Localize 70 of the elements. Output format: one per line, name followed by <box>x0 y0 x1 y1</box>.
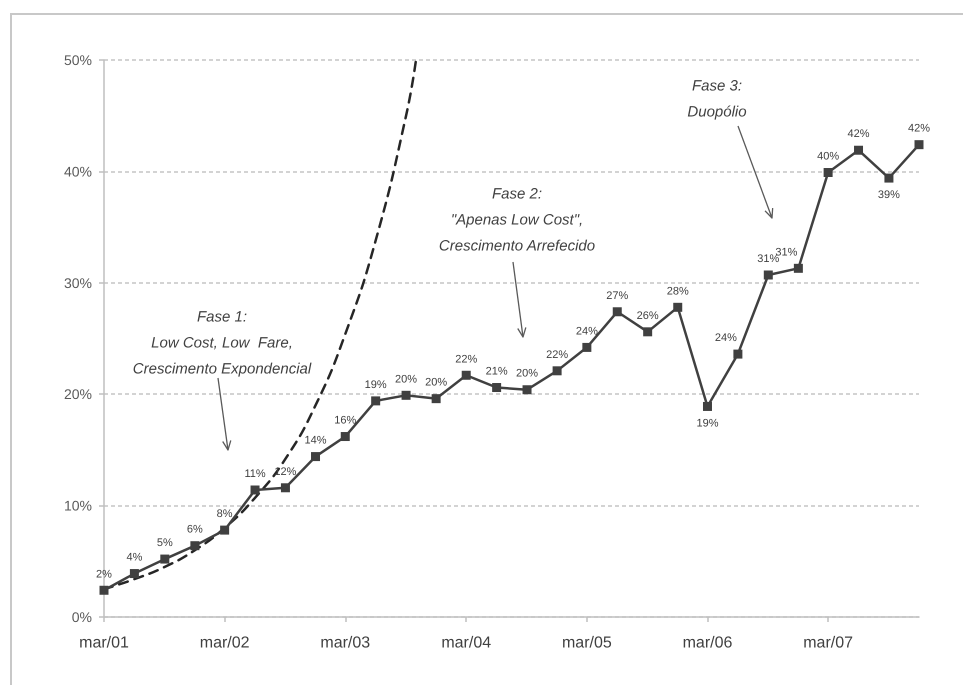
data-label: 21% <box>486 366 508 378</box>
point <box>462 370 471 380</box>
x-tick-label: mar/01 <box>79 634 129 652</box>
point <box>884 174 894 183</box>
point <box>673 302 682 312</box>
x-tick-label: mar/04 <box>441 634 492 652</box>
point <box>764 270 773 280</box>
point <box>794 264 803 273</box>
y-tick-label: 50% <box>64 52 92 68</box>
point <box>190 541 200 550</box>
point <box>250 486 260 495</box>
point <box>643 327 652 336</box>
point <box>220 526 230 535</box>
annotation: Fase 3: Duopólio <box>687 78 747 120</box>
point <box>340 432 350 442</box>
data-label: 2% <box>96 568 112 580</box>
data-label: 11% <box>244 468 266 480</box>
y-tick-label: 10% <box>64 498 92 514</box>
annotation: Fase 1: Low Cost, Low Fare, Crescimento Expondencial <box>132 308 312 378</box>
y-tick-label: 30% <box>64 274 92 291</box>
point <box>130 569 139 578</box>
point <box>824 168 833 178</box>
point <box>311 452 320 462</box>
y-tick-label: 0% <box>72 609 92 625</box>
point <box>522 385 532 394</box>
data-label: 22% <box>546 348 568 361</box>
data-label: 42% <box>908 122 930 135</box>
y-tick-label: 20% <box>64 386 92 402</box>
data-label: 19% <box>696 417 719 430</box>
data-label: 22% <box>455 353 478 366</box>
data-label: 20% <box>425 376 448 389</box>
data-label: 24% <box>714 332 738 344</box>
point <box>914 140 924 150</box>
data-label: 20% <box>516 368 538 380</box>
data-label: 42% <box>848 128 870 140</box>
data-label: 6% <box>186 524 204 536</box>
data-label: 19% <box>364 378 387 391</box>
data-label: 28% <box>666 285 689 298</box>
data-label: 5% <box>156 537 173 550</box>
data-label: 8% <box>216 508 233 520</box>
point <box>371 396 380 406</box>
point <box>100 586 108 595</box>
point <box>160 554 170 564</box>
point <box>582 342 592 352</box>
x-tick-label: mar/02 <box>200 634 250 652</box>
data-label: 16% <box>334 414 356 427</box>
data-label: 27% <box>606 290 628 302</box>
point <box>702 402 712 411</box>
point <box>280 483 290 492</box>
x-tick-label: mar/06 <box>682 634 732 652</box>
point <box>854 146 864 155</box>
data-label: 24% <box>576 325 598 338</box>
point <box>552 366 562 376</box>
x-tick-label: mar/03 <box>320 634 370 652</box>
data-label: 20% <box>395 373 418 386</box>
point <box>492 383 502 392</box>
data-label: 4% <box>126 552 143 564</box>
data-label: 39% <box>878 189 900 202</box>
data-label: 26% <box>636 310 659 322</box>
annotation: Fase 2: "Apenas Low Cost", Crescimento Arrefecido <box>438 186 596 254</box>
data-label: 14% <box>304 434 327 447</box>
point <box>402 390 411 400</box>
x-tick-label: mar/05 <box>562 634 612 652</box>
x-tick-label: mar/07 <box>803 634 854 652</box>
point <box>733 350 742 359</box>
point <box>432 394 441 404</box>
data-label: 31% <box>757 253 780 265</box>
y-tick-label: 40% <box>64 163 92 180</box>
data-label: 40% <box>817 150 840 163</box>
point <box>612 307 622 316</box>
